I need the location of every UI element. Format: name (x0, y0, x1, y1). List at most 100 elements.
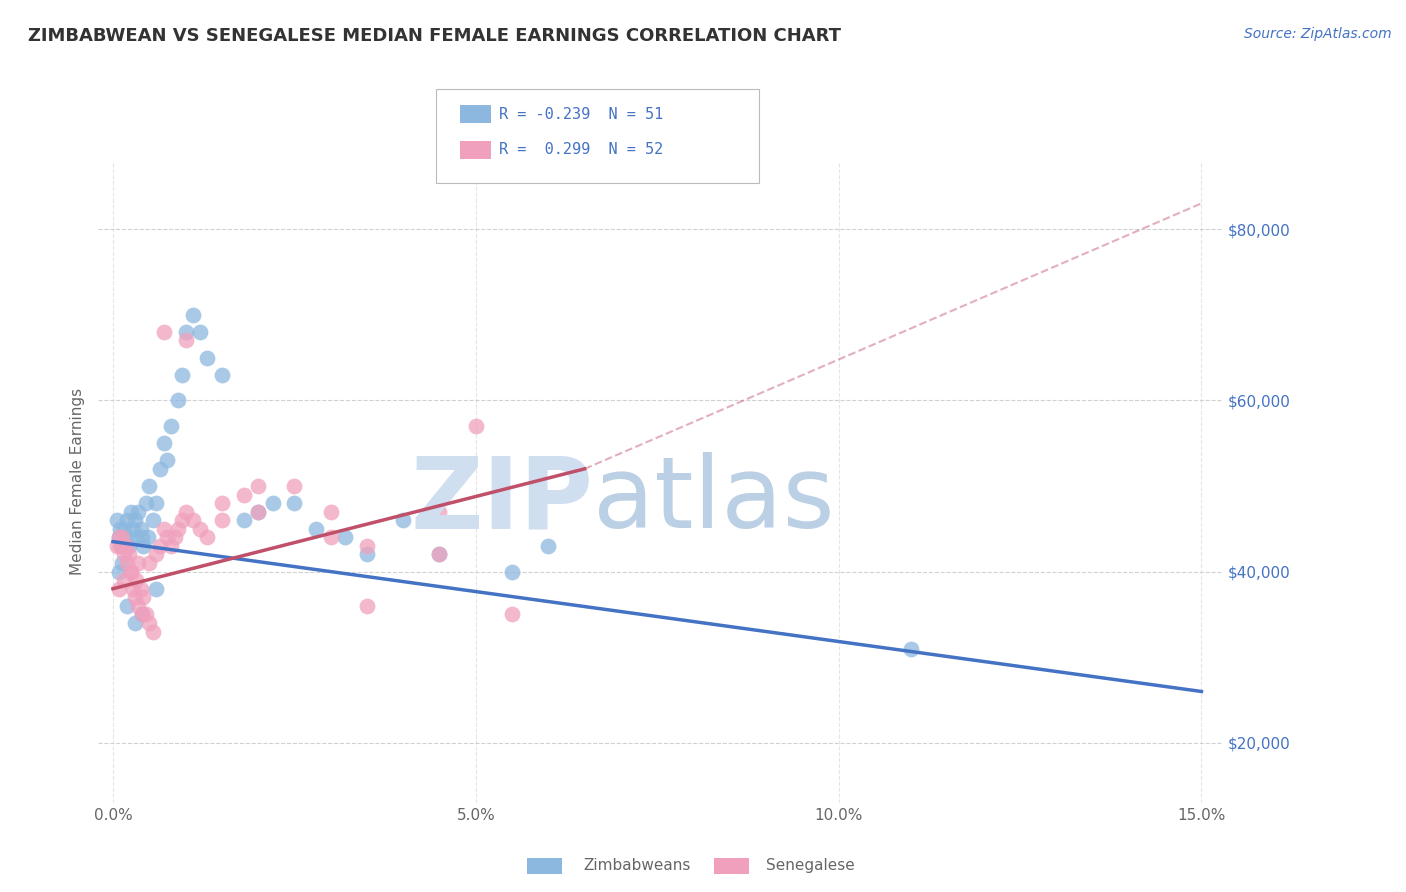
Point (174, 505, 197, 519)
Point (429, 548, 451, 562)
Point (464, 419, 486, 434)
Point (105, 539, 128, 553)
Point (105, 513, 128, 527)
Point (111, 530, 134, 544)
Point (135, 496, 157, 510)
Point (131, 530, 153, 544)
Point (195, 351, 218, 365)
Point (120, 565, 142, 579)
Text: R =  0.299  N = 52: R = 0.299 N = 52 (499, 143, 664, 157)
Text: Zimbabweans: Zimbabweans (583, 858, 690, 872)
Point (149, 539, 172, 553)
Point (138, 615, 160, 630)
Point (117, 513, 139, 527)
Point (124, 513, 146, 527)
Point (115, 530, 138, 544)
Point (174, 325, 197, 339)
Point (232, 487, 254, 501)
Point (170, 368, 193, 382)
Point (132, 539, 155, 553)
Point (283, 496, 305, 510)
Point (107, 530, 129, 544)
Point (142, 513, 165, 527)
Text: ZIMBABWEAN VS SENEGALESE MEDIAN FEMALE EARNINGS CORRELATION CHART: ZIMBABWEAN VS SENEGALESE MEDIAN FEMALE E… (28, 27, 841, 45)
Point (305, 522, 328, 536)
Point (108, 522, 131, 536)
Point (115, 539, 138, 553)
Point (112, 548, 135, 562)
Point (124, 591, 146, 605)
Point (501, 607, 523, 622)
Point (120, 565, 142, 579)
Point (174, 334, 197, 348)
Point (135, 607, 157, 622)
Point (160, 539, 183, 553)
Point (501, 565, 523, 579)
Point (138, 556, 160, 570)
Point (131, 607, 153, 622)
Point (145, 548, 167, 562)
Point (356, 599, 378, 613)
Text: Source: ZipAtlas.com: Source: ZipAtlas.com (1244, 27, 1392, 41)
Point (145, 496, 167, 510)
Point (152, 436, 174, 450)
Point (900, 641, 922, 656)
Point (188, 522, 211, 536)
Point (112, 573, 135, 587)
Point (152, 522, 174, 536)
Point (170, 513, 193, 527)
Text: Senegalese: Senegalese (766, 858, 855, 872)
Point (129, 582, 152, 596)
Point (156, 530, 179, 544)
Point (319, 505, 342, 519)
Point (127, 505, 149, 519)
Point (247, 479, 270, 493)
Point (211, 513, 233, 527)
Point (125, 530, 148, 544)
Point (152, 325, 174, 339)
Point (429, 548, 451, 562)
Point (181, 308, 204, 322)
Point (232, 513, 254, 527)
Point (127, 599, 149, 613)
Point (117, 599, 139, 613)
Point (129, 522, 152, 536)
Text: R = -0.239  N = 51: R = -0.239 N = 51 (499, 107, 664, 121)
Point (211, 368, 233, 382)
Point (136, 530, 159, 544)
Point (138, 479, 160, 493)
Point (537, 539, 560, 553)
Point (145, 582, 167, 596)
Point (107, 530, 129, 544)
Point (111, 539, 134, 553)
Point (122, 582, 145, 596)
Point (131, 607, 153, 622)
Point (124, 615, 146, 630)
Point (167, 522, 190, 536)
Point (118, 539, 141, 553)
Text: ZIP: ZIP (411, 452, 593, 549)
Point (122, 522, 145, 536)
Point (107, 582, 129, 596)
Point (108, 539, 131, 553)
Point (117, 556, 139, 570)
Point (188, 325, 211, 339)
Point (107, 565, 129, 579)
Point (132, 591, 155, 605)
Point (120, 505, 142, 519)
Point (450, 838, 472, 853)
Point (211, 496, 233, 510)
Point (118, 548, 141, 562)
Point (142, 624, 165, 639)
Point (149, 462, 172, 476)
Point (247, 505, 270, 519)
Point (283, 479, 305, 493)
Point (247, 505, 270, 519)
Point (392, 513, 415, 527)
Point (167, 393, 190, 408)
Point (127, 556, 149, 570)
Point (356, 548, 378, 562)
Point (262, 496, 284, 510)
Point (356, 539, 378, 553)
Point (163, 530, 186, 544)
